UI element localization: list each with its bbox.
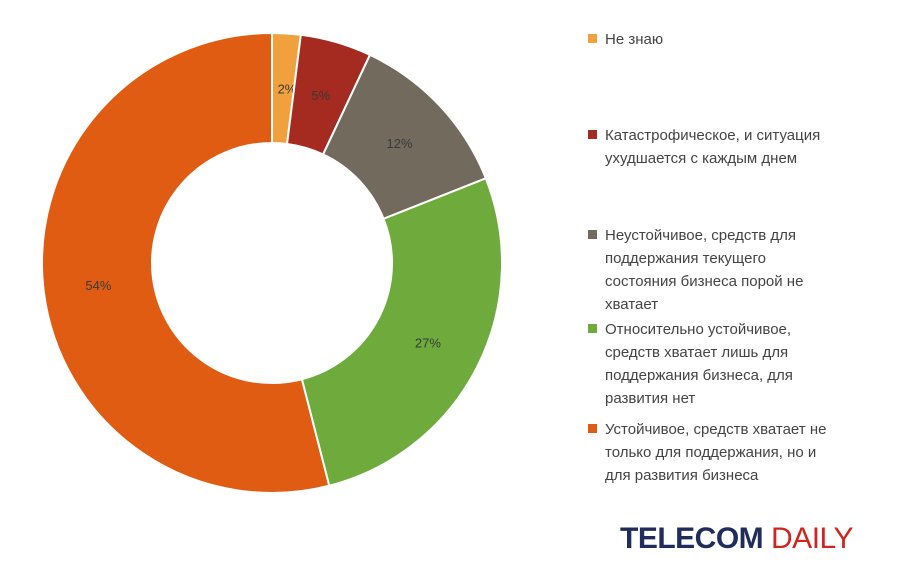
telecom-daily-logo: TELECOM DAILY	[620, 522, 853, 556]
legend-label-5: Устойчивое, средств хватает не только для…	[605, 421, 827, 484]
slice-label-4: 27%	[415, 335, 441, 350]
legend-item-3: Неустойчивое, средств для поддержания тек…	[588, 224, 878, 316]
logo-telecom-text: TELECOM	[620, 522, 764, 555]
legend-item-4: Относительно устойчивое, средств хватает …	[588, 318, 878, 410]
legend-item-5: Устойчивое, средств хватает не только для…	[588, 418, 878, 487]
slice-label-5: 54%	[85, 278, 111, 293]
legend-swatch-5	[588, 424, 597, 433]
legend-label-3: Неустойчивое, средств для поддержания тек…	[605, 227, 804, 313]
donut-slice-4	[300, 177, 503, 487]
legend-label-2: Катастрофическое, и ситуация ухудшается с…	[605, 127, 821, 167]
legend-label-1: Не знаю	[605, 31, 664, 48]
legend-swatch-1	[588, 34, 597, 43]
donut-slice-5	[41, 31, 331, 494]
legend-swatch-2	[588, 130, 597, 139]
legend-label-4: Относительно устойчивое, средств хватает …	[605, 321, 793, 407]
logo-daily-text: DAILY	[771, 522, 853, 555]
slice-label-3: 12%	[387, 136, 413, 151]
legend-item-2: Катастрофическое, и ситуация ухудшается с…	[588, 124, 878, 170]
slice-label-1: 2%	[278, 81, 297, 96]
legend-swatch-4	[588, 324, 597, 333]
legend-swatch-3	[588, 230, 597, 239]
slice-label-2: 5%	[311, 88, 330, 103]
legend-item-1: Не знаю	[588, 28, 878, 51]
